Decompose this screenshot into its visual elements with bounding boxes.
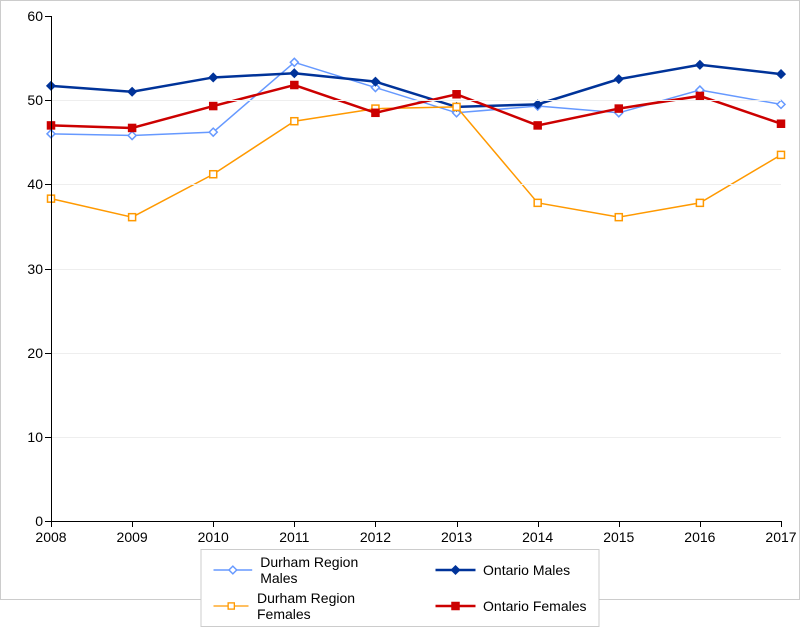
series-line-ontario_females [51,85,781,128]
gridline [51,184,781,185]
series-marker-durham_females [291,118,298,125]
legend-item-ontario_females: Ontario Females [435,590,586,622]
y-tick-label: 10 [27,429,51,445]
series-marker-ontario_males [615,75,623,83]
series-marker-durham_females [129,214,136,221]
legend-item-durham_females: Durham Region Females [214,590,396,622]
series-marker-ontario_females [696,92,703,99]
legend-swatch-durham_males [214,563,253,577]
x-tick-label: 2010 [198,521,229,545]
x-tick-label: 2008 [35,521,66,545]
series-marker-ontario_females [615,105,622,112]
x-tick-label: 2016 [684,521,715,545]
legend-swatch-ontario_females [435,599,475,613]
series-marker-ontario_males [290,69,298,77]
x-tick-label: 2009 [117,521,148,545]
y-tick-label: 40 [27,176,51,192]
series-marker-ontario_females [129,124,136,131]
series-marker-durham_males [777,100,785,108]
legend-swatch-durham_females [214,599,249,613]
gridline [51,353,781,354]
legend-label-ontario_females: Ontario Females [483,598,586,614]
series-marker-ontario_males [371,78,379,86]
chart-container: 0102030405060200820092010201120122013201… [0,0,800,600]
series-marker-ontario_males [128,88,136,96]
y-axis-line [51,16,52,521]
series-marker-ontario_males [209,73,217,81]
gridline [51,437,781,438]
series-marker-ontario_females [291,82,298,89]
series-marker-ontario_females [534,122,541,129]
y-tick-label: 20 [27,345,51,361]
series-marker-durham_females [778,151,785,158]
gridline [51,100,781,101]
x-axis-line [51,521,781,522]
x-tick-label: 2017 [765,521,796,545]
series-marker-durham_females [696,199,703,206]
plot-area: 0102030405060200820092010201120122013201… [51,16,781,521]
series-line-durham_males [51,62,781,135]
gridline [51,269,781,270]
series-marker-durham_females [453,103,460,110]
legend: Durham Region Males Ontario Males Durham R… [201,549,600,627]
legend-label-durham_females: Durham Region Females [257,590,395,622]
series-marker-durham_females [615,214,622,221]
legend-label-durham_males: Durham Region Males [260,554,395,586]
x-tick-label: 2015 [603,521,634,545]
x-tick-label: 2011 [279,521,309,545]
series-marker-ontario_females [210,103,217,110]
series-marker-ontario_males [777,70,785,78]
x-tick-label: 2013 [441,521,472,545]
series-marker-durham_females [534,199,541,206]
y-tick-label: 50 [27,92,51,108]
legend-swatch-ontario_males [435,563,475,577]
series-marker-ontario_females [778,120,785,127]
y-tick-label: 30 [27,261,51,277]
series-marker-ontario_females [372,109,379,116]
series-marker-ontario_males [696,61,704,69]
legend-label-ontario_males: Ontario Males [483,562,570,578]
x-tick-label: 2014 [522,521,553,545]
series-marker-ontario_females [453,91,460,98]
x-tick-label: 2012 [360,521,391,545]
series-marker-durham_males [128,132,136,140]
legend-item-ontario_males: Ontario Males [435,554,586,586]
y-tick-label: 60 [27,8,51,24]
legend-item-durham_males: Durham Region Males [214,554,396,586]
series-marker-durham_females [210,171,217,178]
series-line-durham_females [51,107,781,217]
